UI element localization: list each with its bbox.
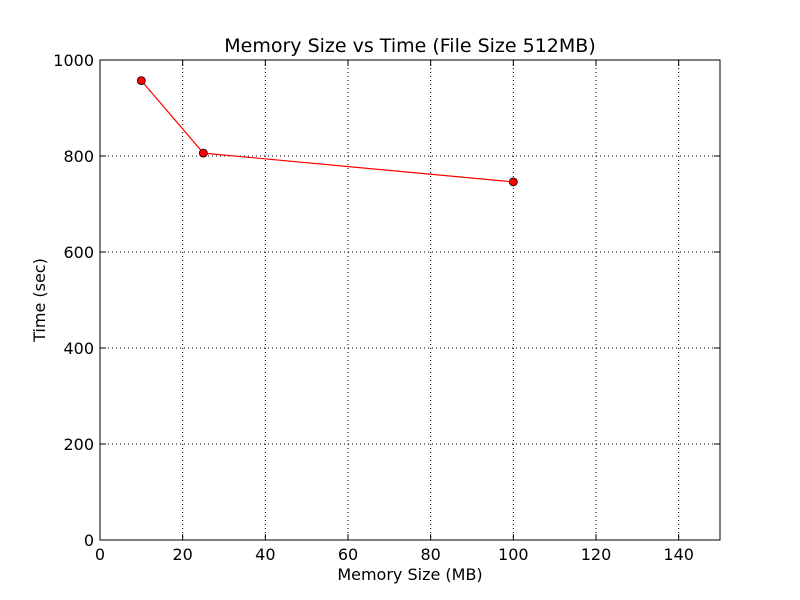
x-tick-label: 20 xyxy=(172,545,192,564)
tick-labels: 0 20 40 60 80 100 120 140 0 200 400 600 800 1000 xyxy=(53,51,694,564)
x-tick-label: 80 xyxy=(420,545,440,564)
data-point xyxy=(136,76,146,86)
x-axis-label: Memory Size (MB) xyxy=(337,565,482,584)
y-tick-label: 800 xyxy=(63,147,94,166)
y-axis-label: Time (sec) xyxy=(30,258,49,343)
x-tick-label: 60 xyxy=(338,545,358,564)
chart-title: Memory Size vs Time (File Size 512MB) xyxy=(224,35,595,57)
x-tick-label: 120 xyxy=(581,545,612,564)
y-tick-label: 600 xyxy=(63,243,94,262)
y-tick-label: 400 xyxy=(63,339,94,358)
ticks xyxy=(99,59,720,541)
x-tick-label: 140 xyxy=(663,545,694,564)
grid-lines xyxy=(100,60,720,540)
x-tick-label: 40 xyxy=(255,545,275,564)
y-tick-label: 1000 xyxy=(53,51,94,70)
y-tick-label: 0 xyxy=(84,531,94,550)
y-tick-label: 200 xyxy=(63,435,94,454)
x-tick-label: 100 xyxy=(498,545,529,564)
series-layer xyxy=(136,76,518,187)
x-tick-label: 0 xyxy=(95,545,105,564)
data-point xyxy=(508,177,518,187)
plot-frame xyxy=(99,59,721,541)
data-point xyxy=(198,148,208,158)
